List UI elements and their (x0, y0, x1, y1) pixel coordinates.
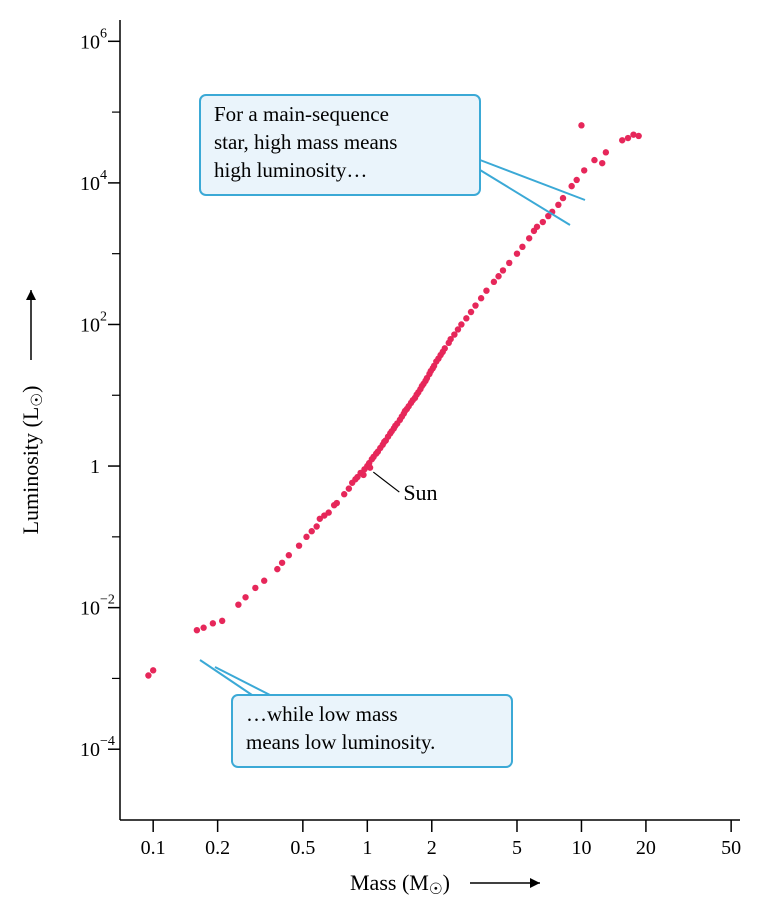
data-point (360, 472, 366, 478)
scatter-points (145, 122, 642, 679)
y-tick-label: 10−4 (80, 734, 115, 761)
data-point (468, 309, 474, 315)
data-point (568, 183, 574, 189)
data-point (540, 219, 546, 225)
data-point (495, 273, 501, 279)
data-point (635, 133, 641, 139)
data-point (325, 509, 331, 515)
data-point (309, 528, 315, 534)
svg-text:10: 10 (80, 739, 100, 761)
data-point (210, 620, 216, 626)
x-tick-label: 20 (636, 837, 656, 859)
data-point (235, 601, 241, 607)
data-point (442, 345, 448, 351)
data-point (619, 137, 625, 143)
data-point (219, 618, 225, 624)
data-point (346, 485, 352, 491)
data-point (555, 202, 561, 208)
data-point (578, 122, 584, 128)
x-tick-label: 50 (721, 837, 741, 859)
callout-text: …while low mass (246, 702, 398, 726)
data-point (458, 321, 464, 327)
svg-text:Luminosity (L☉): Luminosity (L☉) (18, 386, 46, 535)
data-point (145, 672, 151, 678)
data-point (560, 195, 566, 201)
data-point (252, 585, 258, 591)
x-tick-label: 1 (362, 837, 372, 859)
data-point (194, 627, 200, 633)
x-tick-label: 10 (571, 837, 591, 859)
sun-label: Sun (403, 480, 437, 505)
data-point (506, 260, 512, 266)
callout-text: star, high mass means (214, 130, 397, 154)
callout-low-mass: …while low mass means low luminosity. (200, 660, 512, 767)
data-point (500, 267, 506, 273)
svg-text:10: 10 (80, 31, 100, 53)
y-tick-label: 10−2 (80, 593, 115, 620)
callout-tail (480, 170, 570, 225)
data-point (242, 594, 248, 600)
x-tick-label: 0.1 (141, 837, 166, 859)
data-point (519, 244, 525, 250)
x-axis-title: Mass (M☉) (350, 870, 540, 898)
data-point (296, 542, 302, 548)
svg-text:−4: −4 (100, 734, 115, 749)
data-point (514, 250, 520, 256)
svg-text:2: 2 (100, 309, 107, 324)
svg-text:4: 4 (100, 168, 107, 183)
data-point (463, 315, 469, 321)
y-tick-label: 106 (80, 26, 107, 53)
y-tick-label: 102 (80, 309, 107, 336)
data-point (334, 500, 340, 506)
data-point (599, 160, 605, 166)
data-point (303, 534, 309, 540)
data-point (367, 464, 373, 470)
callout-text: means low luminosity. (246, 730, 435, 754)
data-point (261, 578, 267, 584)
svg-text:−2: −2 (100, 593, 115, 608)
y-tick-label: 1 (90, 456, 100, 478)
svg-text:10: 10 (80, 314, 100, 336)
data-point (279, 560, 285, 566)
data-point (472, 302, 478, 308)
data-point (591, 157, 597, 163)
callout-tail (215, 667, 270, 695)
callout-tail (200, 660, 252, 695)
data-point (534, 224, 540, 230)
data-point (200, 625, 206, 631)
callout-text: high luminosity… (214, 158, 367, 182)
data-point (581, 167, 587, 173)
svg-text:10: 10 (80, 598, 100, 620)
y-axis-title: Luminosity (L☉) (18, 290, 46, 534)
y-tick-label: 104 (80, 168, 107, 195)
x-tick-label: 5 (512, 837, 522, 859)
data-point (286, 552, 292, 558)
data-point (526, 235, 532, 241)
callout-text: For a main-sequence (214, 102, 389, 126)
callout-high-mass: For a main-sequence star, high mass means… (200, 95, 585, 225)
data-point (625, 135, 631, 141)
data-point (573, 177, 579, 183)
data-point (603, 149, 609, 155)
svg-text:Mass (M☉): Mass (M☉) (350, 870, 450, 898)
svg-text:10: 10 (80, 173, 100, 195)
chart-svg: 10−410−211021041060.10.20.5125102050Mass… (0, 0, 762, 900)
sun-leader (373, 472, 399, 492)
data-point (150, 667, 156, 673)
data-point (478, 295, 484, 301)
x-tick-label: 0.2 (205, 837, 230, 859)
mass-luminosity-chart: 10−410−211021041060.10.20.5125102050Mass… (0, 0, 762, 900)
x-tick-label: 2 (427, 837, 437, 859)
data-point (491, 279, 497, 285)
x-tick-label: 0.5 (290, 837, 315, 859)
data-point (483, 287, 489, 293)
data-point (313, 523, 319, 529)
data-point (274, 566, 280, 572)
data-point (341, 491, 347, 497)
svg-text:6: 6 (100, 26, 107, 41)
